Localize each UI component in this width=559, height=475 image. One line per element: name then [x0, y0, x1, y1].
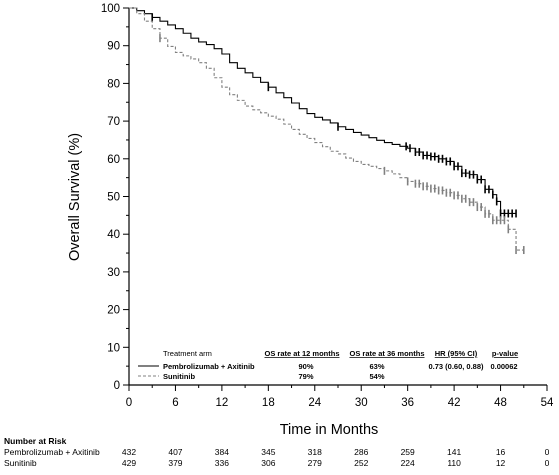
risk-row-label-pembro: Pembrolizumab + Axitinib [4, 447, 100, 457]
risk-count: 0 [545, 458, 550, 468]
risk-count: 345 [261, 447, 275, 457]
risk-count: 224 [401, 458, 415, 468]
risk-count: 286 [354, 447, 368, 457]
risk-count: 0 [545, 447, 550, 457]
y-axis-title: Overall Survival (%) [67, 133, 83, 261]
legend-col-os12: OS rate at 12 months [264, 349, 339, 358]
y-tick-label: 80 [107, 78, 120, 90]
risk-count: 384 [215, 447, 229, 457]
series-line-sunitinib [129, 7, 524, 251]
risk-count: 432 [122, 447, 136, 457]
y-tick-label: 0 [114, 380, 120, 392]
x-tick-label: 24 [308, 397, 321, 409]
legend-header: Treatment arm [163, 349, 212, 358]
y-tick-label: 10 [107, 342, 120, 354]
risk-count: 259 [401, 447, 415, 457]
risk-count: 16 [496, 447, 506, 457]
axes: 0 6 12 18 24 30 36 42 48 54 0 10 20 30 40 50 60 70 80 90 100 [101, 3, 554, 409]
x-tick-label: 30 [355, 397, 368, 409]
y-tick-label: 20 [107, 305, 120, 317]
x-tick-label: 42 [448, 397, 461, 409]
y-tick-label: 100 [101, 3, 120, 15]
legend-col-hr: HR (95% CI) [435, 349, 478, 358]
legend-pembro-os36: 63% [369, 362, 384, 371]
legend-label-pembro: Pembrolizumab + Axitinib [163, 362, 255, 371]
x-tick-label: 36 [401, 397, 414, 409]
legend-sunitinib-os12: 79% [298, 372, 313, 381]
risk-count: 110 [447, 458, 461, 468]
legend-col-os36: OS rate at 36 months [349, 349, 424, 358]
x-tick-label: 18 [262, 397, 275, 409]
risk-count: 252 [354, 458, 368, 468]
legend-pembro-hr: 0.73 (0.60, 0.88) [428, 362, 484, 371]
x-tick-label: 48 [494, 397, 507, 409]
y-tick-label: 60 [107, 154, 120, 166]
y-tick-label: 90 [107, 41, 120, 53]
x-tick-label: 54 [541, 397, 554, 409]
risk-row-label-sunitinib: Sunitinib [4, 458, 37, 468]
risk-count: 429 [122, 458, 136, 468]
risk-count: 379 [168, 458, 182, 468]
series-line-pembro [129, 7, 517, 215]
x-tick-label: 12 [215, 397, 228, 409]
y-tick-label: 50 [107, 192, 120, 204]
risk-count: 279 [308, 458, 322, 468]
legend-pembro-os12: 90% [298, 362, 313, 371]
risk-count: 306 [261, 458, 275, 468]
legend-box [135, 346, 526, 382]
risk-count: 12 [496, 458, 506, 468]
x-axis-title: Time in Months [280, 422, 379, 438]
risk-count: 318 [308, 447, 322, 457]
risk-count: 141 [447, 447, 461, 457]
y-tick-label: 40 [107, 229, 120, 241]
legend-label-sunitinib: Sunitinib [163, 372, 195, 381]
legend-pembro-p: 0.00062 [490, 362, 517, 371]
series-layer [129, 7, 525, 255]
legend: Treatment arm OS rate at 12 months OS ra… [135, 346, 526, 382]
y-tick-label: 30 [107, 267, 120, 279]
legend-col-pvalue: p-value [492, 349, 518, 358]
x-tick-label: 0 [126, 397, 132, 409]
x-tick-label: 6 [172, 397, 178, 409]
risk-table: Number at Risk Pembrolizumab + Axitinib … [4, 436, 550, 468]
y-tick-label: 70 [107, 116, 120, 128]
legend-sunitinib-os36: 54% [369, 372, 384, 381]
risk-table-title: Number at Risk [4, 436, 67, 446]
risk-count: 407 [168, 447, 182, 457]
risk-count: 336 [215, 458, 229, 468]
